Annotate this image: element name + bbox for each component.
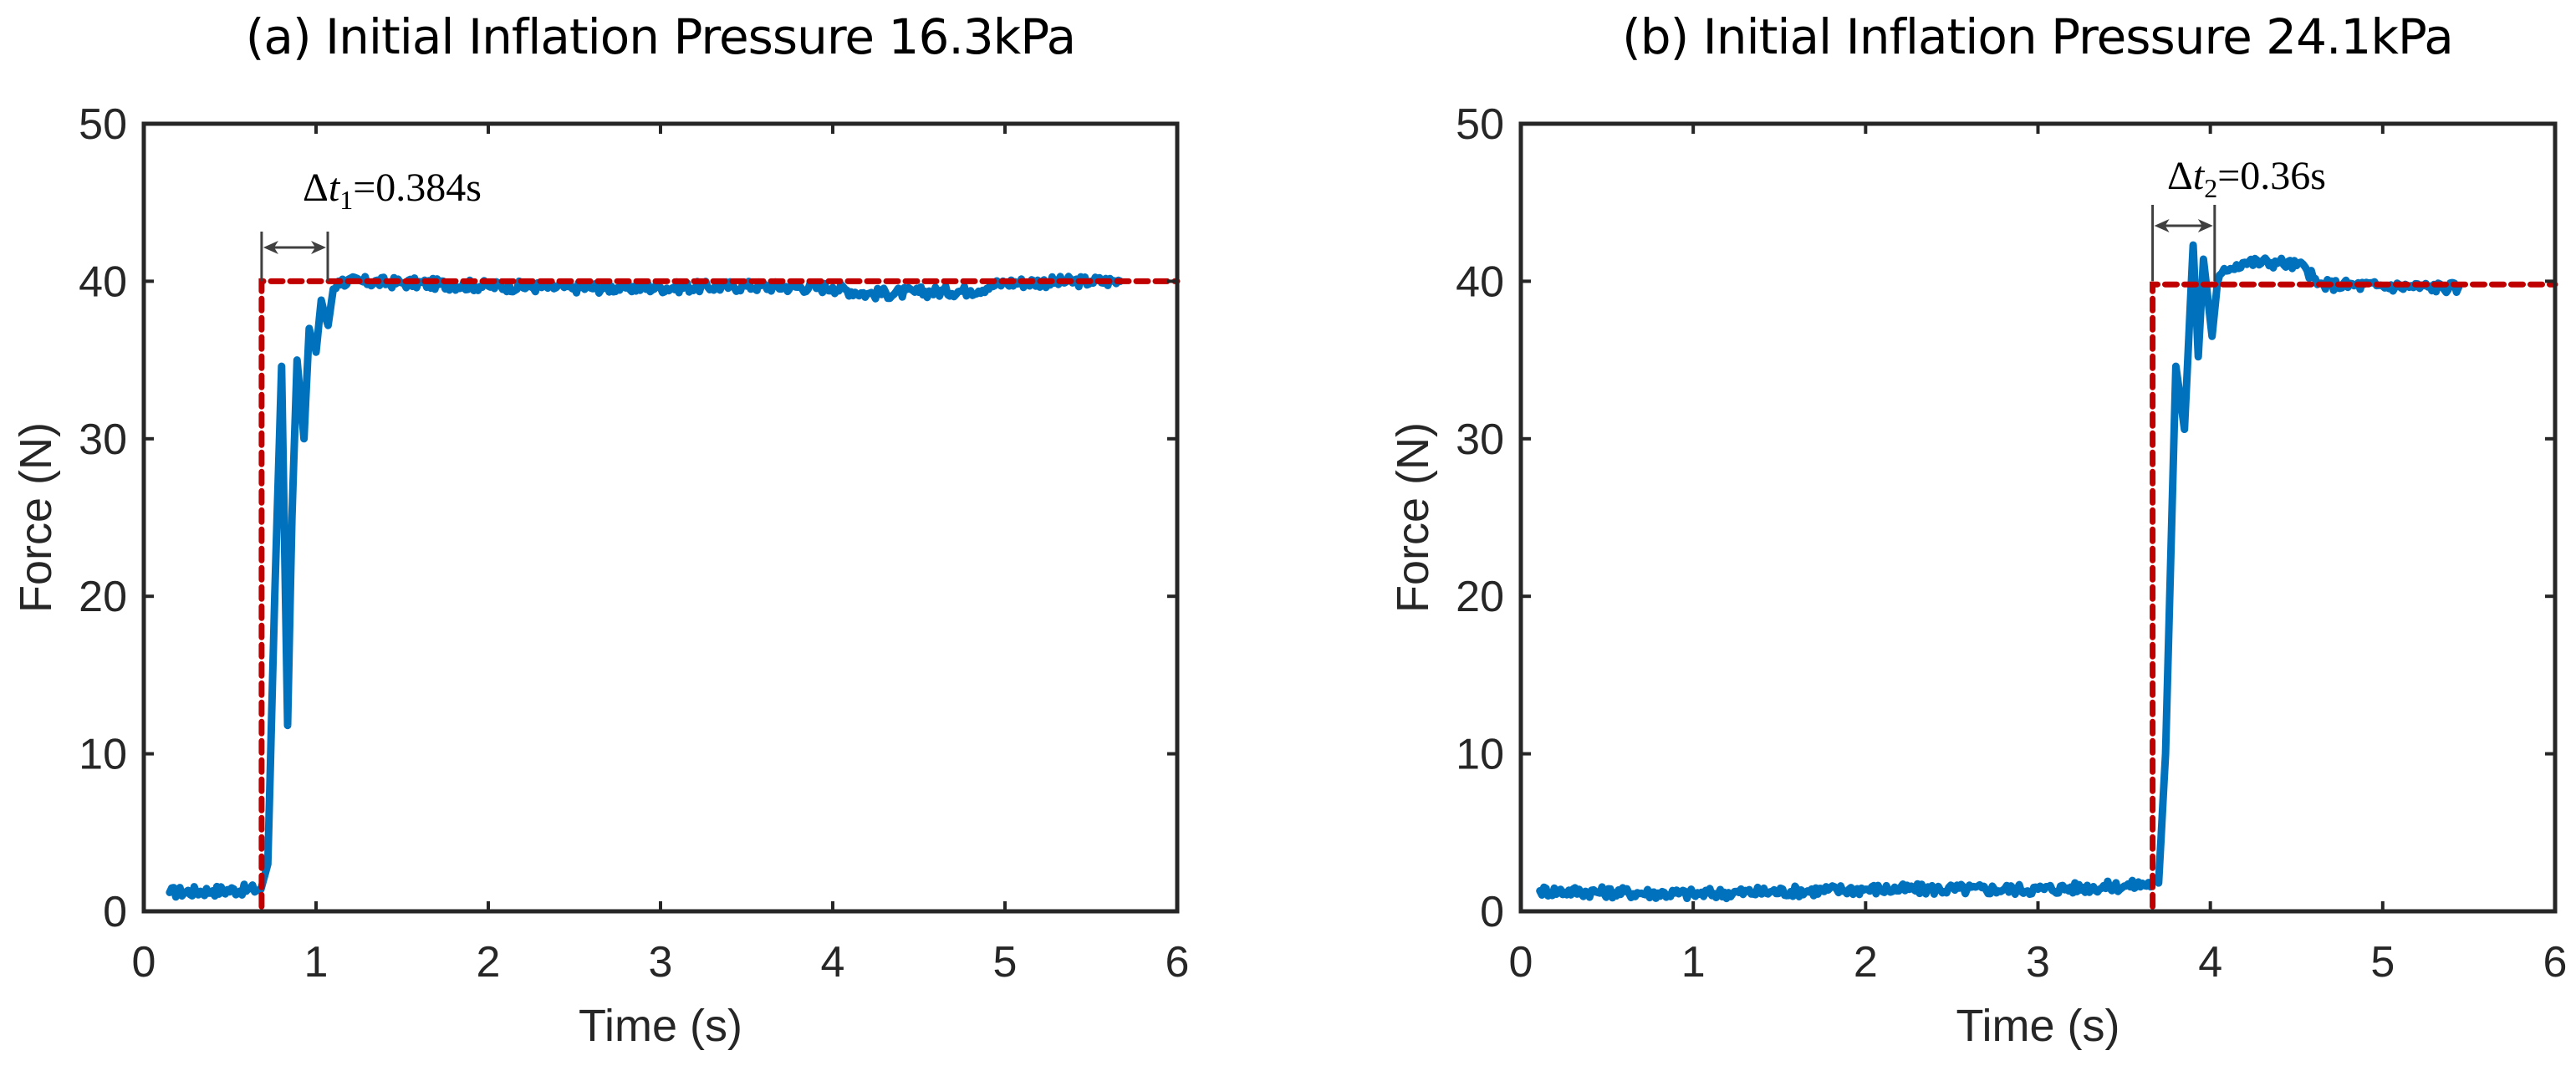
x-axis-label: Time (s)	[1956, 1001, 2120, 1051]
arrowhead-left-icon	[2154, 219, 2170, 232]
y-tick-label: 30	[79, 416, 127, 464]
arrowhead-right-icon	[311, 241, 327, 254]
y-tick-label: 40	[1456, 258, 1504, 306]
delta-t-annotation: Δt2=0.36s	[2151, 154, 2326, 282]
y-tick-label: 0	[1480, 888, 1504, 936]
arrowhead-left-icon	[263, 241, 278, 254]
delta-t-annotation: Δt1=0.384s	[260, 166, 482, 282]
y-tick-label: 40	[79, 258, 127, 306]
x-tick-label: 4	[2198, 938, 2222, 987]
y-tick-label: 10	[1456, 731, 1504, 779]
panel-a: (a) Initial Inflation Pressure 16.3kPa	[245, 8, 1076, 65]
arrowhead-right-icon	[2197, 219, 2213, 232]
plot-b: 0 1 2 3 4 5 6 0 10 20 30 40 50 Time (s) Force (N) Δt2=0…	[1388, 100, 2567, 1051]
x-tick-label: 3	[2026, 938, 2050, 987]
panel-b-title: (b) Initial Inflation Pressure 24.1kPa	[1622, 8, 2454, 65]
x-axis-label: Time (s)	[579, 1001, 742, 1051]
panel-a-title: (a) Initial Inflation Pressure 16.3kPa	[245, 8, 1076, 65]
y-tick-label: 30	[1456, 416, 1504, 464]
y-axis-label: Force (N)	[11, 422, 61, 613]
axes-box	[141, 121, 1180, 914]
measured-force-line	[166, 273, 1125, 901]
delta-t-label: Δt1=0.384s	[303, 166, 482, 215]
x-tick-label: 2	[1854, 938, 1878, 987]
y-tick-label: 0	[103, 888, 127, 936]
x-tick-label: 1	[1681, 938, 1706, 987]
y-axis-label: Force (N)	[1388, 422, 1438, 613]
plot-a: 0 1 2 3 4 5 6 0 10 20 30 40 50 Time (s) Force (N) Δt1=0…	[11, 100, 1189, 1051]
reference-step-line	[2150, 281, 2558, 910]
y-tick-label: 50	[79, 100, 127, 149]
x-tick-label: 1	[304, 938, 329, 987]
x-tick-label: 4	[821, 938, 845, 987]
x-tick-label: 3	[649, 938, 673, 987]
y-tick-label: 20	[79, 573, 127, 621]
delta-t-label: Δt2=0.36s	[2167, 154, 2326, 203]
x-tick-label: 2	[477, 938, 501, 987]
x-tick-label: 5	[2370, 938, 2395, 987]
measured-force-line	[1536, 241, 2462, 903]
x-tick-label: 6	[1166, 938, 1190, 987]
y-tick-label: 50	[1456, 100, 1504, 149]
x-tick-label: 5	[993, 938, 1018, 987]
x-tick-label: 0	[132, 938, 156, 987]
axes-box	[1518, 121, 2558, 914]
y-tick-label: 20	[1456, 573, 1504, 621]
y-tick-label: 10	[79, 731, 127, 779]
x-tick-label: 6	[2543, 938, 2568, 987]
reference-step-line	[258, 278, 1181, 910]
x-tick-label: 0	[1509, 938, 1533, 987]
